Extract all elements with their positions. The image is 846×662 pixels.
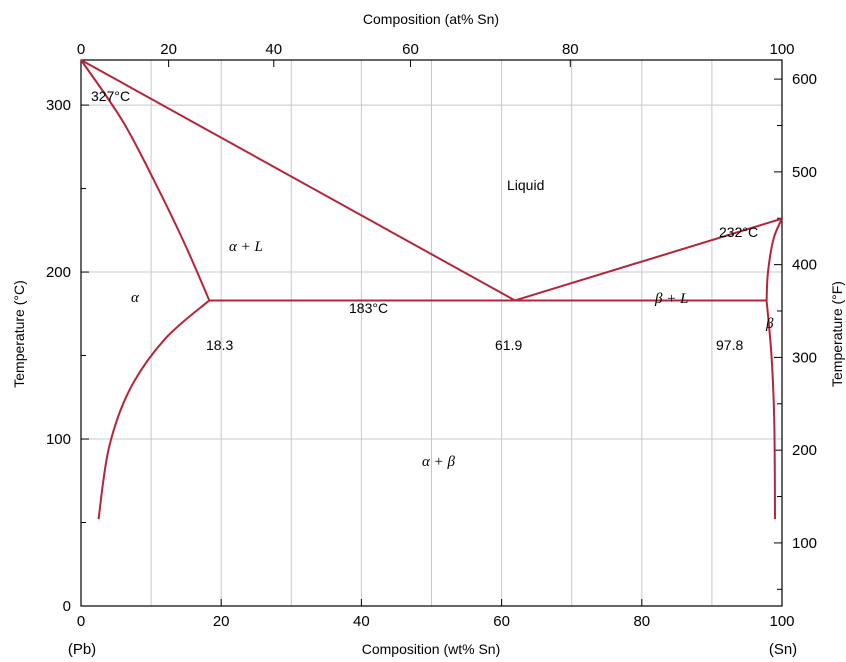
right-tick-label: 600 [792,71,817,88]
bottom-tick-label: 60 [493,613,510,630]
top-tick-label: 80 [562,41,579,58]
bottom-tick-label: 20 [213,613,230,630]
phase-boundary-line [80,59,211,301]
bottom-tick-label: 100 [769,613,794,630]
top-axis-title: Composition (at% Sn) [363,11,499,27]
right-axis-title: Temperature (°F) [829,281,845,387]
phase-boundary-line [80,59,516,302]
top-tick-label: 100 [769,41,794,58]
beta-liquid-region-label: β + L [654,291,688,307]
phase-boundary-line [514,217,783,302]
left-tick-label: 100 [46,431,71,448]
right-tick-label: 100 [792,535,817,552]
bottom-axis-title: Composition (wt% Sn) [362,641,501,657]
sn-melting-point-label: 232°C [719,224,758,240]
pb-end-label: (Pb) [68,641,96,658]
bottom-tick-label: 0 [77,613,85,630]
beta-region-label: β [765,316,774,332]
top-tick-label: 40 [265,41,282,58]
left-tick-label: 300 [46,97,71,114]
bottom-tick-label: 40 [353,613,370,630]
alpha-limit-label: 18.3 [206,337,233,353]
sn-end-label: (Sn) [769,641,797,658]
alpha-beta-region-label: α + β [422,454,455,470]
right-tick-label: 400 [792,257,817,274]
top-tick-label: 0 [77,41,85,58]
bottom-tick-label: 80 [633,613,650,630]
liquid-region-label: Liquid [507,177,544,193]
pb-melting-point-label: 327°C [91,88,130,104]
left-axis-title: Temperature (°C) [11,280,27,388]
left-tick-label: 200 [46,264,71,281]
right-tick-label: 300 [792,349,817,366]
top-tick-label: 60 [402,41,419,58]
eutectic-composition-label: 61.9 [495,337,522,353]
phase-boundary-line [97,299,210,520]
beta-limit-label: 97.8 [716,337,743,353]
left-tick-label: 0 [63,598,71,615]
alpha-region-label: α [131,290,140,306]
alpha-liquid-region-label: α + L [229,239,263,255]
right-tick-label: 500 [792,164,817,181]
phase-boundary-line [765,218,783,301]
top-tick-label: 20 [160,41,177,58]
eutectic-temperature-label: 183°C [349,300,388,316]
phase-boundary-line [765,300,776,520]
plot-frame [80,59,783,607]
right-tick-label: 200 [792,442,817,459]
